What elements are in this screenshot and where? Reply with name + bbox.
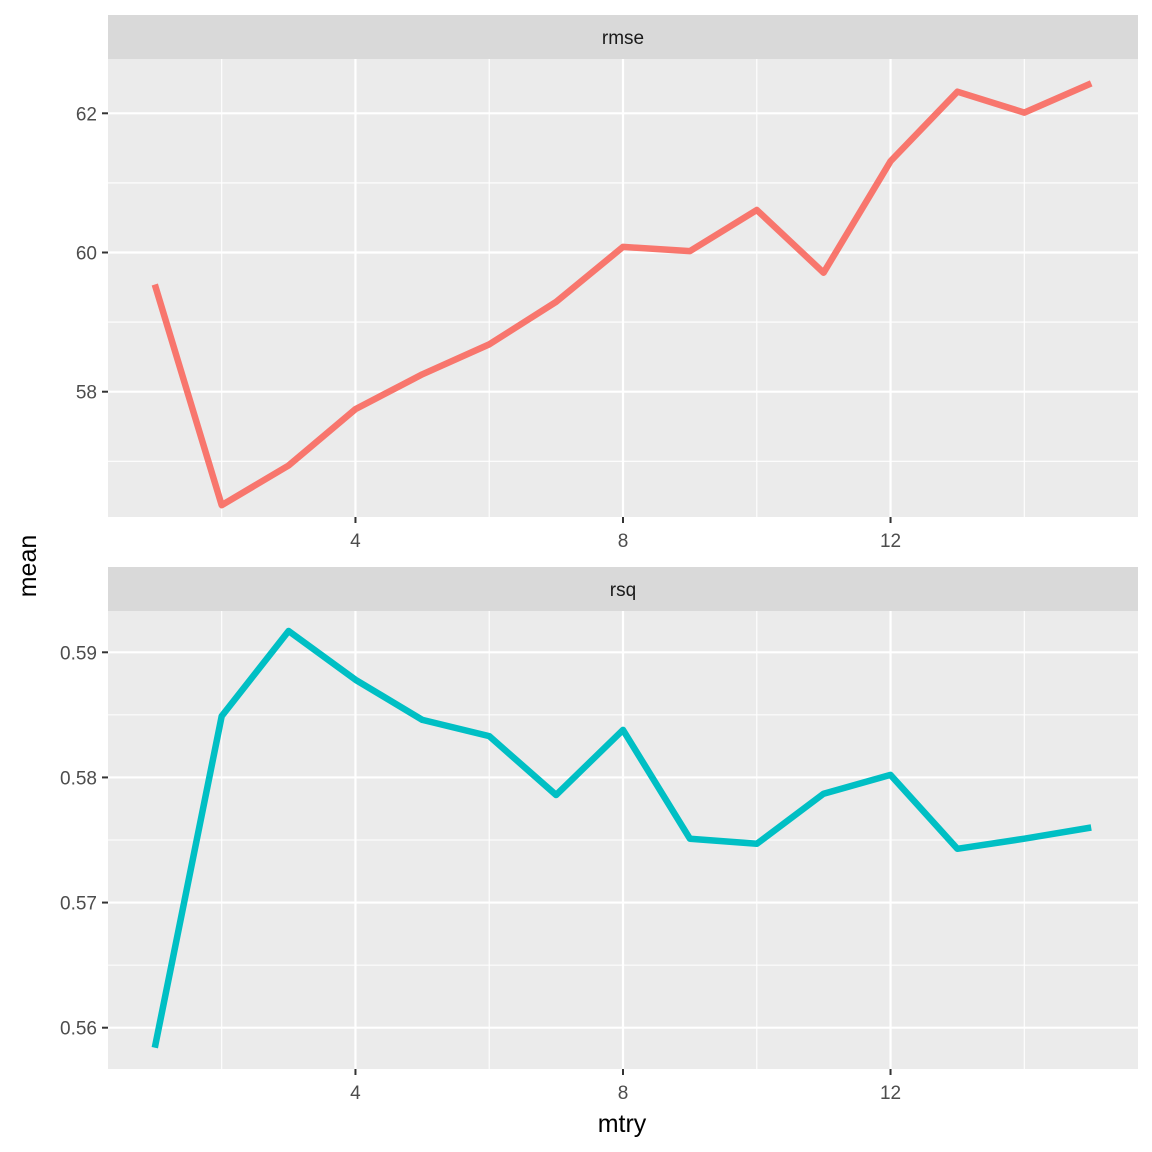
y-tick-label: 60	[76, 244, 97, 265]
y-tick-label: 0.56	[60, 1019, 97, 1040]
facet-strip-label: rsq	[610, 580, 636, 601]
y-tick-label: 0.58	[60, 768, 97, 789]
y-tick-label: 0.59	[60, 643, 97, 664]
x-tick-label: 8	[618, 531, 629, 552]
facet-rsq: rsq 4 8 12 0.56 0.57 0.58 0.59	[60, 567, 1138, 1104]
x-tick-label: 12	[880, 531, 901, 552]
facet-strip	[108, 567, 1138, 611]
x-tick-label: 12	[880, 1083, 901, 1104]
series-line-rsq	[151, 627, 1092, 1049]
y-axis-title: mean	[14, 535, 42, 598]
y-tick-label: 58	[76, 383, 97, 404]
x-tick-label: 4	[350, 1083, 361, 1104]
facet-panels: rmse 4 8 12 58 60 62 rsq 4 8 12 0.56 0.57 0.58 0.59	[60, 15, 1138, 1104]
y-tick-label: 0.57	[60, 894, 97, 915]
facet-strip	[108, 15, 1138, 59]
x-tick-label: 4	[350, 531, 361, 552]
x-axis-title: mtry	[598, 1110, 647, 1138]
facet-strip-label: rmse	[602, 28, 644, 49]
x-tick-label: 8	[618, 1083, 629, 1104]
y-tick-label: 62	[76, 104, 97, 125]
series-line-rmse	[151, 80, 1093, 509]
facet-rmse: rmse 4 8 12 58 60 62	[76, 15, 1138, 552]
